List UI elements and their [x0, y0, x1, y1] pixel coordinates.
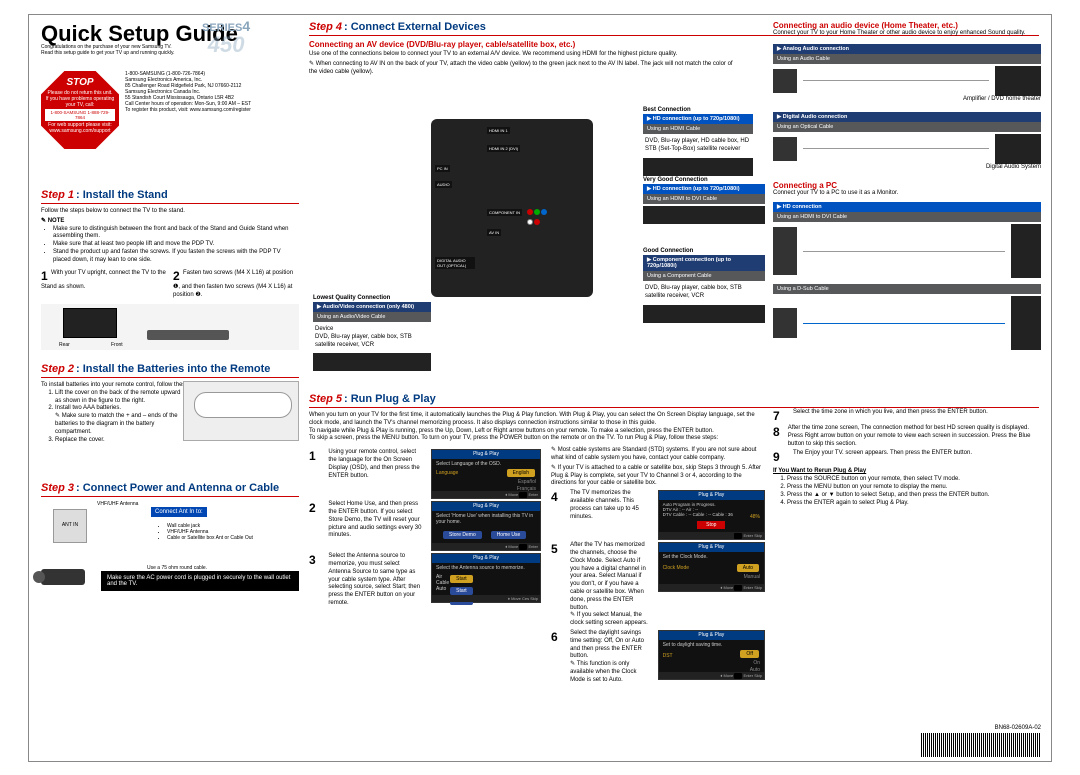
good-connection: Good Connection ▶ Component connection (…: [643, 248, 765, 323]
page: Quick Setup Guide SERIES4 450 Congratula…: [28, 14, 1052, 762]
power-plug-icon: [41, 569, 85, 585]
step-2: Step 2: Install the Batteries into the R…: [41, 363, 299, 444]
contact-info: 1-800-SAMSUNG (1-800-726-7864) Samsung E…: [125, 71, 295, 113]
best-connection: Best Connection ▶ HD connection (up to 7…: [643, 107, 753, 176]
step-label: Step 1: [41, 189, 74, 201]
osd-clock-mode: Plug & Play Set the Clock Mode. Clock Mo…: [658, 542, 765, 592]
power-note-bar: Make sure the AC power cord is plugged i…: [101, 571, 299, 591]
document-number: BN68-02609A-02: [995, 725, 1041, 731]
step-1: Step 1: Install the Stand Follow the ste…: [41, 189, 299, 350]
osd-stop-button: Stop: [697, 521, 725, 529]
ant-in-port: ANT IN: [53, 509, 87, 543]
tv-rear-panel: HDMI IN 1 HDMI IN 2 (DVI) PC IN AUDIO CO…: [431, 119, 593, 297]
step-5-right: 7Select the time zone in which you live,…: [773, 393, 1041, 507]
osd-antenna-source: Plug & Play Select the Antenna source to…: [431, 553, 541, 603]
audio-out-port: [773, 69, 797, 93]
intro-text: Congratulations on the purchase of your …: [41, 45, 291, 56]
remote-diagram: [183, 381, 299, 441]
osd-progress: Plug & Play Auto Program in Progress. DT…: [658, 490, 765, 540]
osd-dst: Plug & Play Set to daylight saving time.…: [658, 630, 765, 680]
dsub-port: [773, 308, 797, 338]
hdmi-dvi-ports: [773, 227, 797, 275]
right-column: Connecting an audio device (Home Theater…: [773, 21, 1041, 350]
lowest-connection: Lowest Quality Connection ▶ Audio/Video …: [313, 295, 431, 371]
digital-audio-device: [995, 134, 1041, 164]
connect-ant-label: Connect Ant In to:: [151, 507, 207, 517]
amplifier-device: [995, 66, 1041, 96]
step-5: Step 5: Run Plug & Play When you turn on…: [309, 393, 765, 685]
osd-home-use: Plug & Play Select 'Home Use' when insta…: [431, 501, 541, 551]
stop-sign: STOP Please do not return this unit. If …: [41, 71, 119, 149]
stand-diagram: Rear Front: [41, 304, 299, 350]
pc-tower-2: [1011, 296, 1041, 350]
pc-tower: [1011, 224, 1041, 278]
antenna-diagram: ANT IN VHF/UHF Antenna Connect Ant In to…: [41, 501, 299, 571]
very-good-connection: Very Good Connection ▶ HD connection (up…: [643, 177, 765, 224]
optical-port: [773, 137, 797, 161]
step1-notes: Make sure to distinguish between the fro…: [53, 226, 299, 265]
stop-label: STOP: [45, 77, 115, 88]
step-3: Step 3: Connect Power and Antenna or Cab…: [41, 482, 299, 571]
barcode: [921, 733, 1041, 757]
step-4: Step 4: Connect External Devices Connect…: [309, 21, 741, 76]
osd-language: Plug & Play Select Language of the OSD. …: [431, 449, 541, 499]
